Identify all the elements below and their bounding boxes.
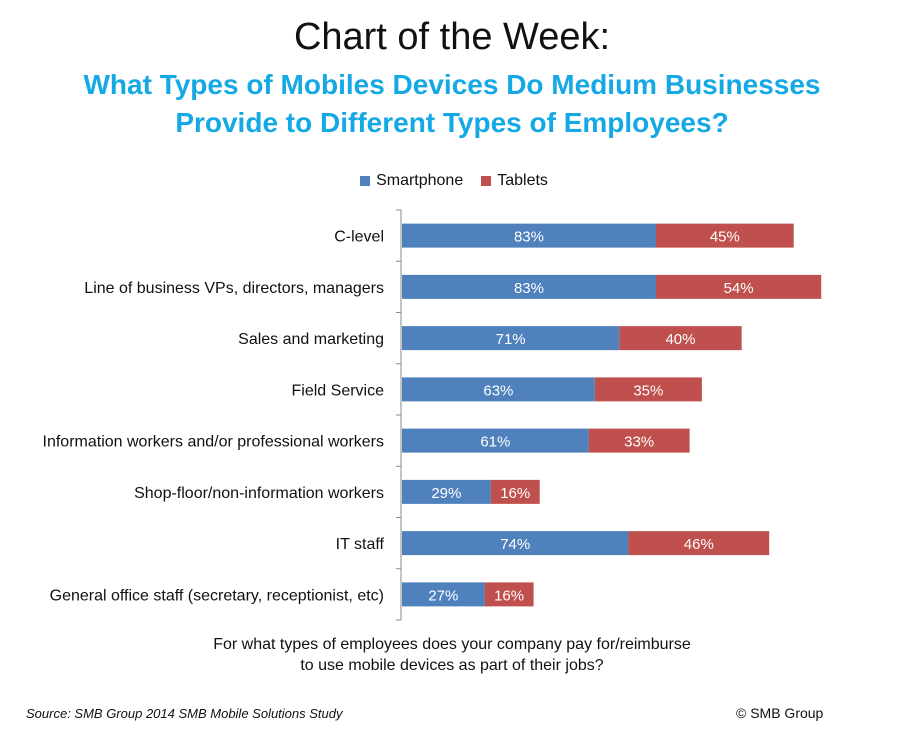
category-label: General office staff (secretary, recepti…: [50, 587, 384, 604]
chart-subtitle: What Types of Mobiles Devices Do Medium …: [0, 66, 904, 142]
data-label-tablets: 16%: [500, 485, 530, 502]
data-label-tablets: 40%: [665, 331, 695, 348]
data-label-smartphone: 29%: [431, 485, 461, 502]
legend-label-smartphone: Smartphone: [376, 172, 464, 189]
bar-tablets: [594, 377, 702, 402]
bar-smartphone: [402, 479, 491, 504]
bar-smartphone: [402, 531, 629, 556]
subtitle-line-2: Provide to Different Types of Employees?: [175, 107, 729, 138]
category-label: Field Service: [292, 382, 385, 399]
legend-swatch-tablets: [481, 176, 492, 186]
data-label-tablets: 46%: [684, 536, 714, 553]
source-note: Source: SMB Group 2014 SMB Mobile Soluti…: [26, 706, 343, 721]
bar-tablets: [490, 479, 540, 504]
bar-smartphone: [402, 428, 589, 453]
data-label-smartphone: 71%: [496, 331, 526, 348]
bar-tablets: [628, 531, 770, 556]
category-label: Sales and marketing: [238, 331, 384, 348]
category-label: Line of business VPs, directors, manager…: [84, 280, 384, 297]
bar-smartphone: [402, 582, 485, 607]
bar-tablets: [588, 428, 690, 453]
bar-tablets: [619, 326, 742, 351]
data-label-smartphone: 83%: [514, 229, 544, 246]
chart-legend: Smartphone Tablets: [0, 170, 904, 192]
data-label-smartphone: 27%: [428, 587, 458, 604]
category-label: Information workers and/or professional …: [43, 434, 384, 451]
chart-title: Chart of the Week:: [293, 16, 611, 58]
data-label-tablets: 54%: [724, 280, 754, 297]
legend-item-smartphone: Smartphone: [360, 172, 463, 190]
category-label: Shop-floor/non-information workers: [134, 485, 384, 502]
data-label-tablets: 45%: [710, 229, 740, 246]
survey-question: For what types of employees does your co…: [0, 634, 904, 676]
bar-smartphone: [402, 326, 620, 351]
bar-smartphone: [402, 377, 595, 402]
legend-label-tablets: Tablets: [497, 172, 548, 189]
survey-question-line-2: to use mobile devices as part of their j…: [300, 657, 604, 674]
data-label-smartphone: 74%: [500, 536, 530, 553]
category-label: IT staff: [336, 536, 385, 553]
subtitle-line-1: What Types of Mobiles Devices Do Medium …: [83, 69, 821, 100]
data-label-smartphone: 83%: [514, 280, 544, 297]
legend-swatch-smartphone: [360, 176, 371, 186]
data-label-tablets: 33%: [624, 434, 654, 451]
survey-question-line-1: For what types of employees does your co…: [213, 636, 691, 653]
data-label-smartphone: 61%: [480, 434, 510, 451]
category-label: C-level: [334, 229, 384, 246]
data-label-tablets: 16%: [494, 587, 524, 604]
bar-smartphone: [402, 274, 656, 299]
bar-tablets: [655, 274, 822, 299]
legend-item-tablets: Tablets: [481, 172, 548, 190]
copyright-note: © SMB Group: [736, 705, 824, 721]
data-label-tablets: 35%: [633, 382, 663, 399]
bar-tablets: [484, 582, 534, 607]
data-label-smartphone: 63%: [483, 382, 513, 399]
bar-smartphone: [402, 223, 656, 248]
bar-tablets: [655, 223, 794, 248]
